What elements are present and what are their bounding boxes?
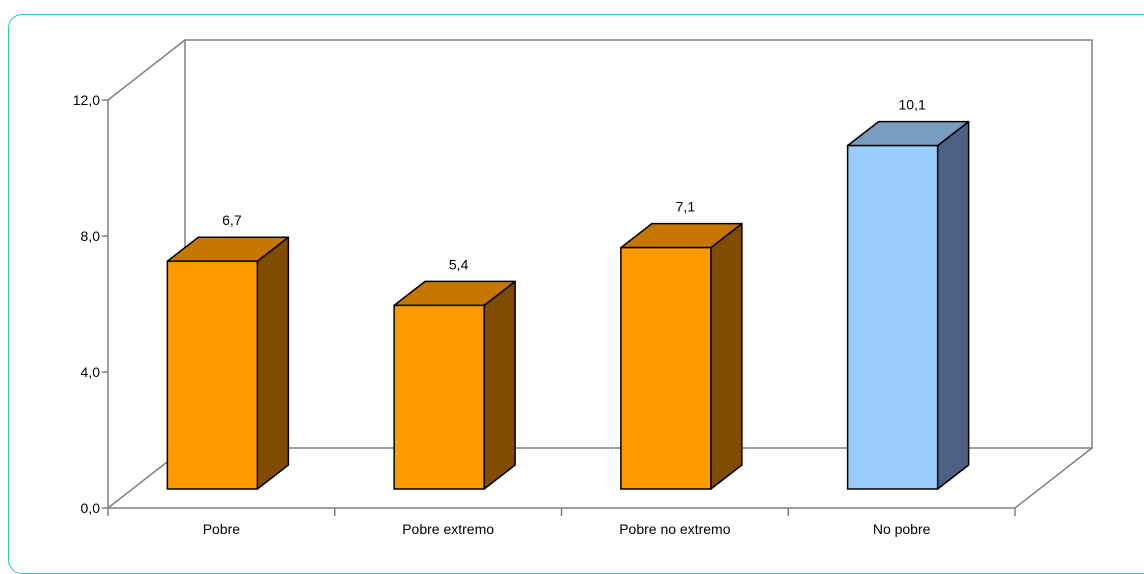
y-tick-label: 0,0 <box>81 500 101 516</box>
left-wall-top-edge <box>107 39 186 101</box>
bar-side-face <box>936 120 970 490</box>
bar-value-label: 5,4 <box>449 256 469 272</box>
x-category-label: No pobre <box>873 521 931 537</box>
bar-side-face <box>256 236 290 490</box>
bar <box>846 120 970 490</box>
value-labels: 6,7 5,4 7,1 10,1 <box>222 97 926 273</box>
bar-side-face <box>710 222 743 490</box>
bar <box>393 280 516 490</box>
y-axis: 0,0 4,0 8,0 12,0 <box>73 92 109 516</box>
bar-value-label: 7,1 <box>676 199 696 215</box>
x-category-label: Pobre <box>203 521 241 537</box>
bar-chart-3d: 0,0 4,0 8,0 12,0 Pobre Pobre extremo Pobre no… <box>73 39 1093 537</box>
bar-front-face <box>166 260 259 490</box>
bar <box>620 222 743 490</box>
bars <box>166 120 970 490</box>
x-category-label: Pobre extremo <box>402 521 494 537</box>
bar-front-face <box>846 144 939 490</box>
y-tick-label: 4,0 <box>81 364 101 380</box>
floor-right-edge <box>1014 447 1093 509</box>
bar-value-label: 10,1 <box>899 97 926 113</box>
bar-front-face <box>620 246 712 490</box>
x-category-label: Pobre no extremo <box>619 521 730 537</box>
bar <box>166 236 290 490</box>
bar-value-label: 6,7 <box>222 212 242 228</box>
y-tick-label: 8,0 <box>81 228 101 244</box>
y-tick-label: 12,0 <box>73 92 100 108</box>
x-axis: Pobre Pobre extremo Pobre no extremo No pob… <box>107 507 1016 537</box>
bar-side-face <box>483 280 516 490</box>
bar-front-face <box>393 304 485 490</box>
